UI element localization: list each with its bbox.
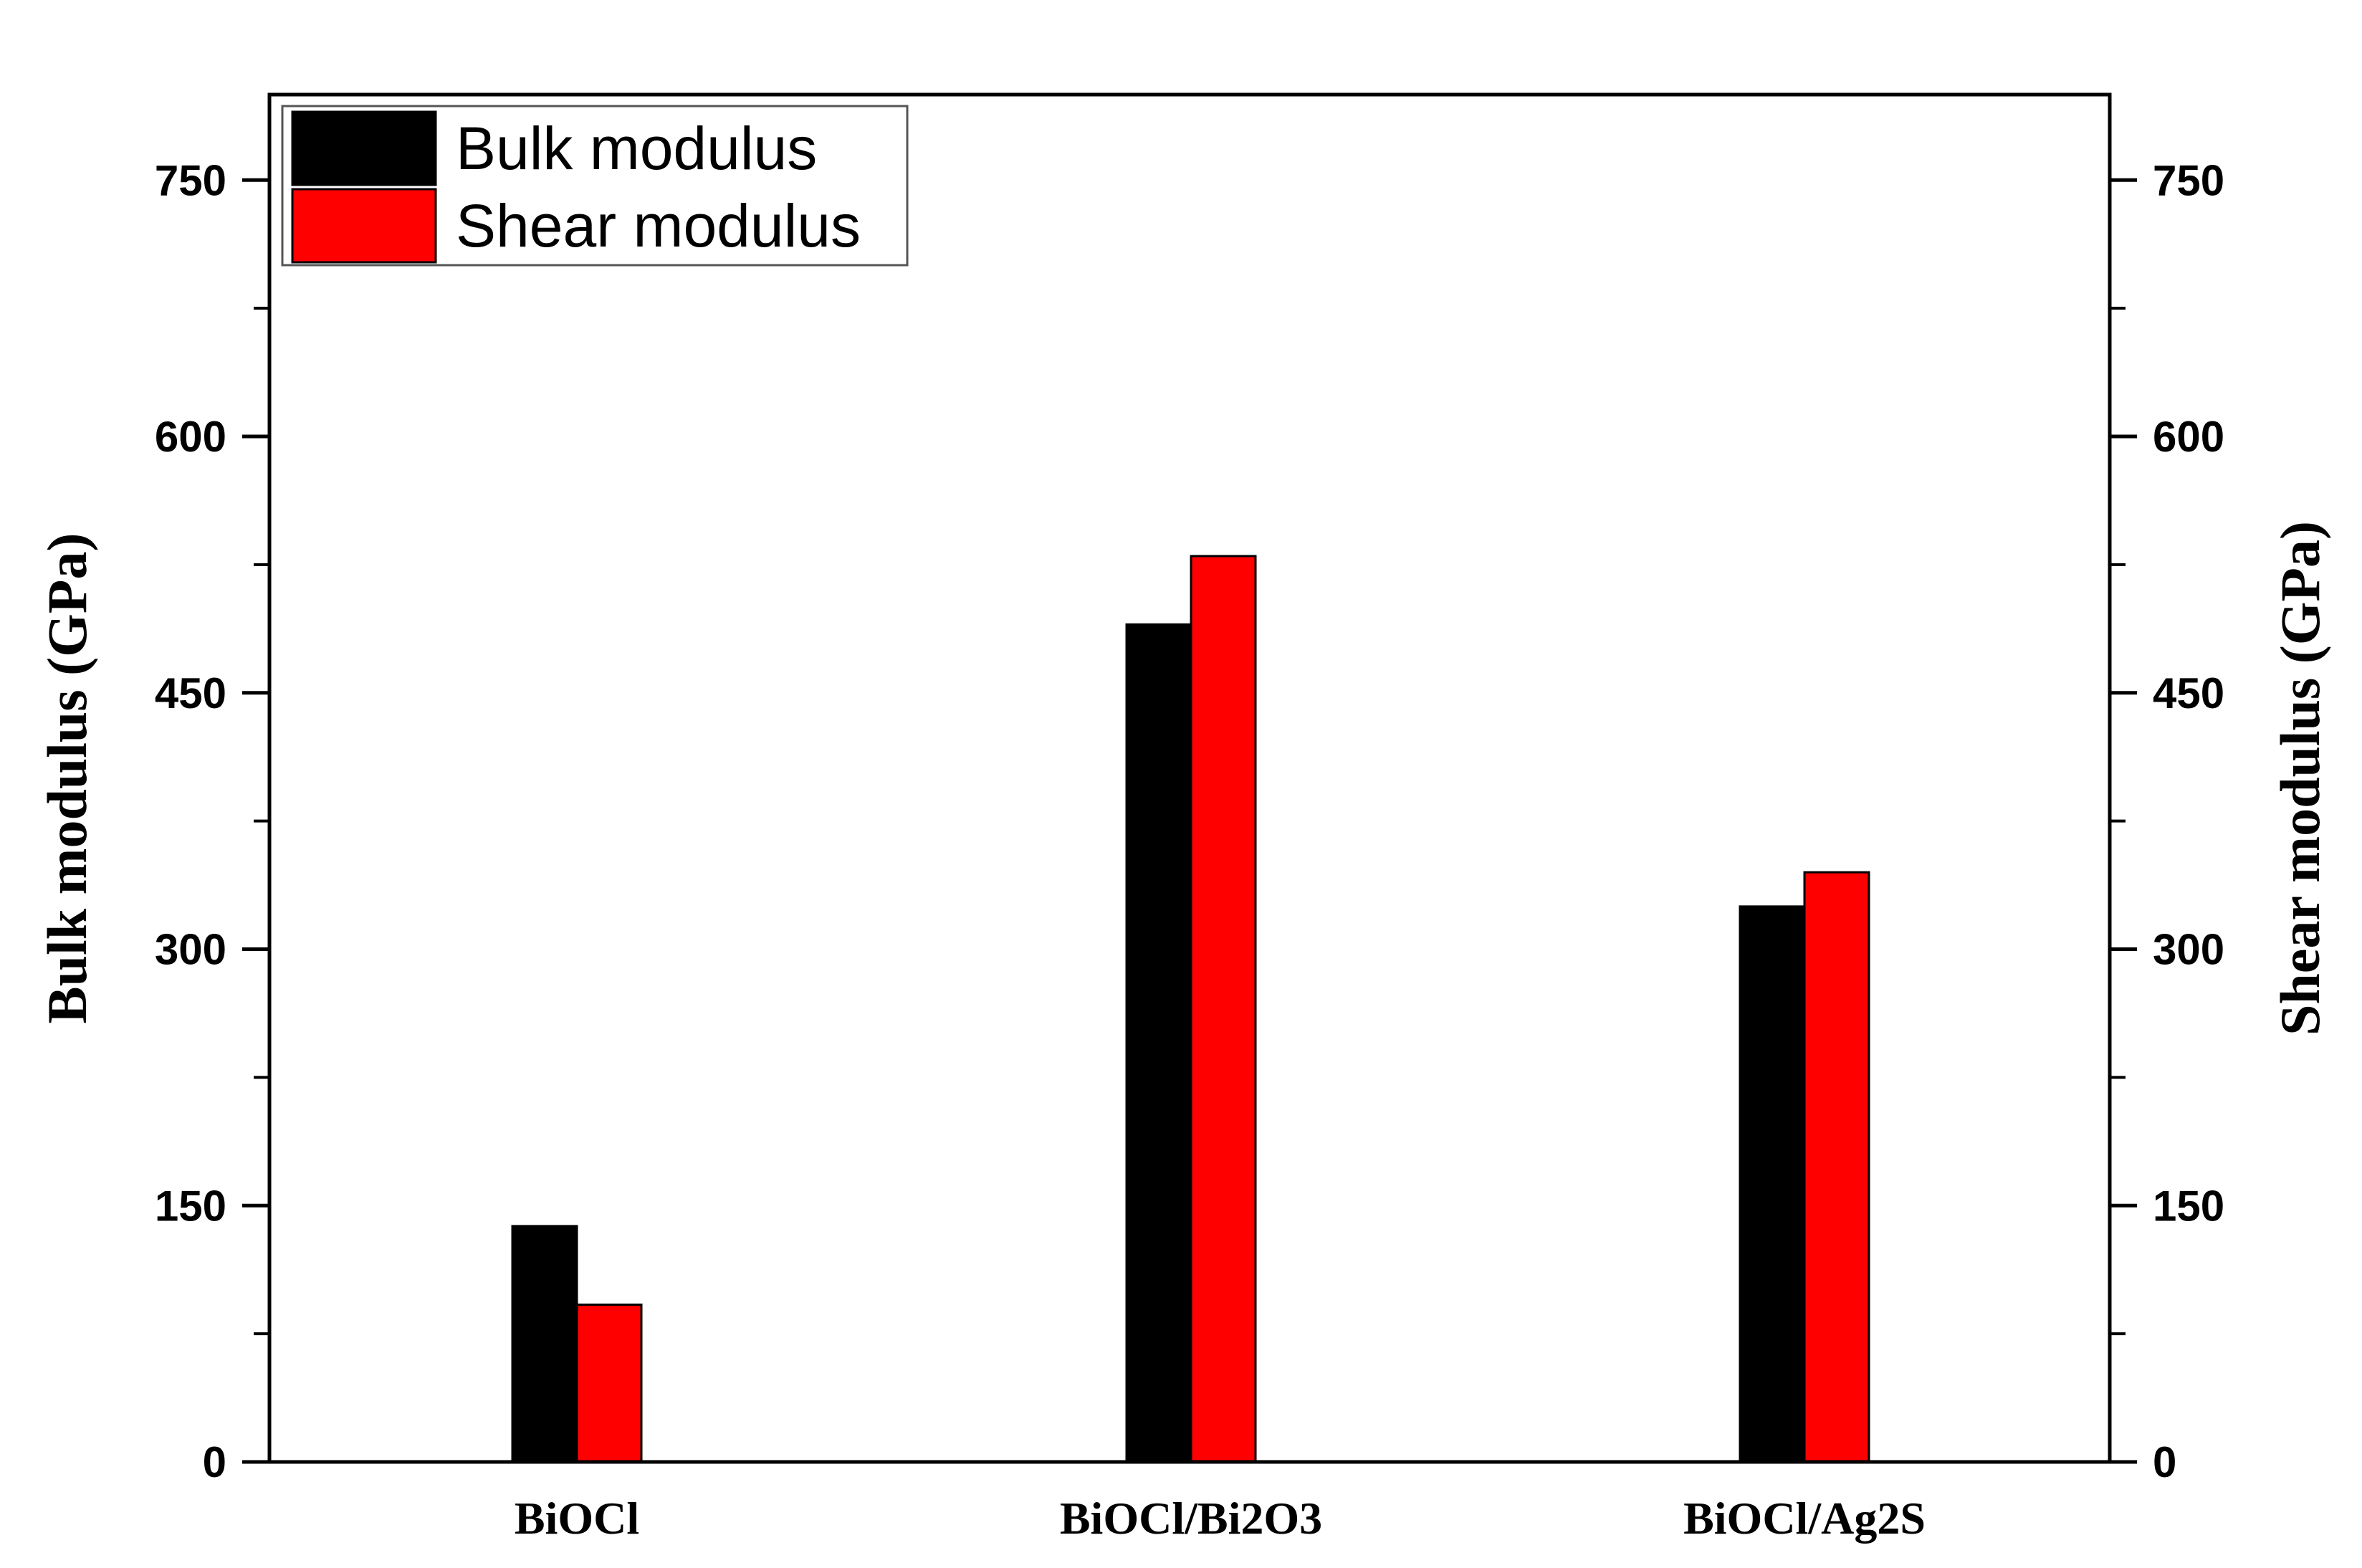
legend-label-shear-modulus: Shear modulus: [456, 192, 861, 259]
x-category-label: BiOCl/Ag2S: [1683, 1493, 1926, 1544]
y-right-tick-label: 300: [2153, 926, 2224, 974]
y-left-tick-label: 450: [155, 669, 226, 717]
x-category-label: BiOCl/Bi2O3: [1060, 1493, 1322, 1544]
y-left-tick-label: 0: [203, 1438, 226, 1486]
bar-bulk-modulus-biocl-bi2o3: [1125, 623, 1192, 1463]
y-left-tick-label: 300: [155, 926, 226, 974]
bar-bulk-modulus-biocl-ag2s: [1739, 905, 1806, 1463]
bar-bulk-modulus-biocl: [511, 1225, 578, 1463]
bars-layer: [511, 555, 1870, 1463]
x-category-label: BiOCl: [515, 1493, 639, 1544]
y-left-tick-label: 600: [155, 413, 226, 461]
y-left-tick-label: 150: [155, 1182, 226, 1230]
y-right-tick-label: 750: [2153, 156, 2224, 204]
y-axis-title-right: Shear modulus (GPa): [2269, 521, 2331, 1036]
labels-layer: 0 0 150 150 300 300 450 450 600 600 750 750 BiOCl BiO…: [155, 156, 2224, 1544]
y-axis-title-left: Bulk modulus (GPa): [36, 533, 98, 1024]
y-left-tick-label: 750: [155, 156, 226, 204]
axis-ticks-layer: [242, 178, 2137, 1464]
bar-shear-modulus-biocl: [575, 1304, 643, 1463]
bar-shear-modulus-biocl-ag2s: [1803, 871, 1870, 1463]
y-right-tick-label: 150: [2153, 1182, 2224, 1230]
legend-swatch-bulk-modulus: [291, 110, 437, 186]
y-right-tick-label: 0: [2153, 1438, 2176, 1486]
plot-frame: [267, 92, 2112, 1464]
legend-label-bulk-modulus: Bulk modulus: [456, 115, 817, 182]
y-right-tick-label: 450: [2153, 669, 2224, 717]
legend: Bulk modulus Shear modulus: [281, 105, 909, 267]
y-right-tick-label: 600: [2153, 413, 2224, 461]
legend-swatch-shear-modulus: [291, 188, 437, 264]
bar-shear-modulus-biocl-bi2o3: [1190, 555, 1257, 1463]
